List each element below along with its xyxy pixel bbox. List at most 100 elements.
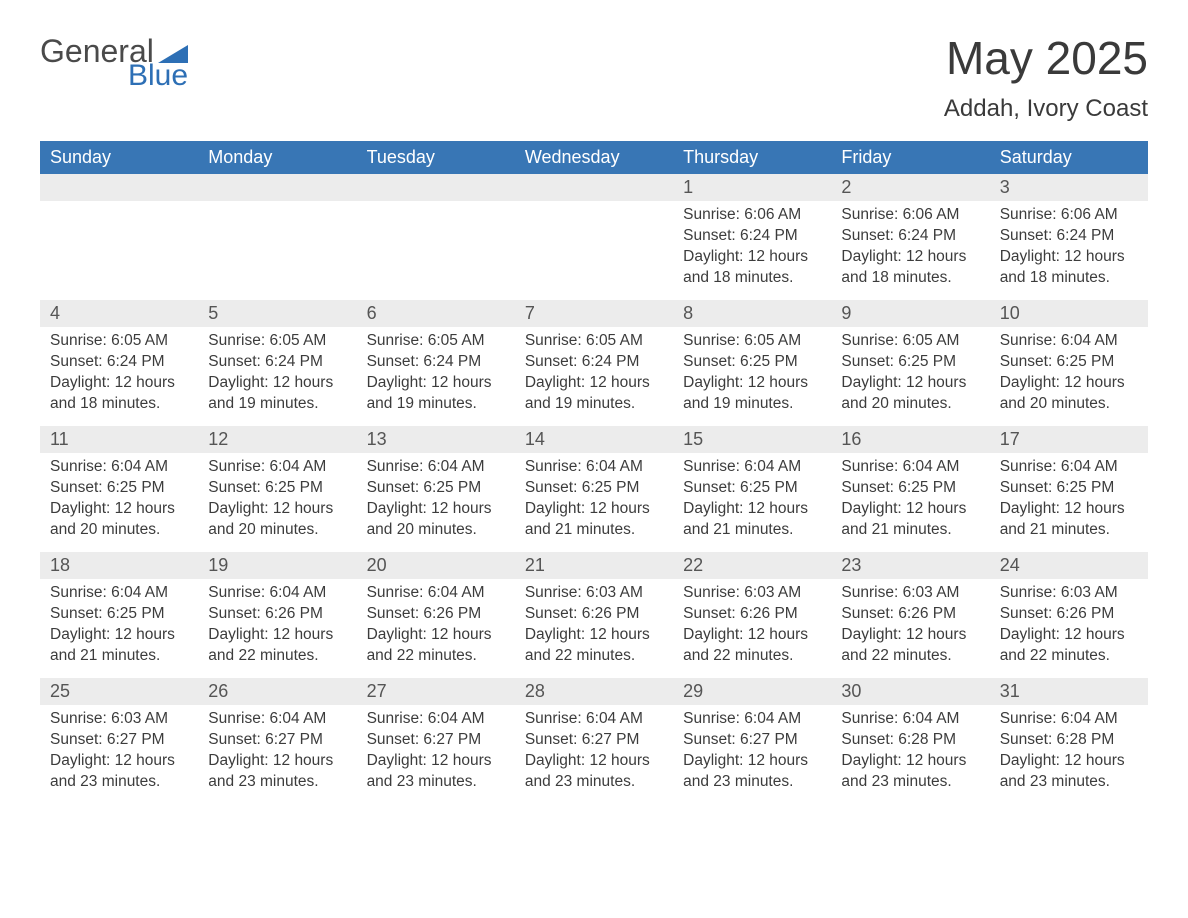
calendar-table: SundayMondayTuesdayWednesdayThursdayFrid… — [40, 141, 1148, 804]
daylight-line: Daylight: 12 hours and 18 minutes. — [1000, 247, 1138, 289]
day-cell: 17Sunrise: 6:04 AMSunset: 6:25 PMDayligh… — [990, 426, 1148, 552]
day-cell: 4Sunrise: 6:05 AMSunset: 6:24 PMDaylight… — [40, 300, 198, 426]
daylight-line: Daylight: 12 hours and 20 minutes. — [367, 499, 505, 541]
daylight-line: Daylight: 12 hours and 19 minutes. — [525, 373, 663, 415]
sunset-line: Sunset: 6:25 PM — [1000, 478, 1138, 499]
sunrise-line: Sunrise: 6:05 AM — [50, 331, 188, 352]
sunset-line: Sunset: 6:25 PM — [683, 352, 821, 373]
day-cell: 7Sunrise: 6:05 AMSunset: 6:24 PMDaylight… — [515, 300, 673, 426]
day-number: 4 — [40, 300, 198, 327]
day-cell: 12Sunrise: 6:04 AMSunset: 6:25 PMDayligh… — [198, 426, 356, 552]
sunset-line: Sunset: 6:26 PM — [841, 604, 979, 625]
sunset-line: Sunset: 6:27 PM — [208, 730, 346, 751]
day-body: Sunrise: 6:04 AMSunset: 6:26 PMDaylight:… — [357, 579, 515, 675]
day-body: Sunrise: 6:06 AMSunset: 6:24 PMDaylight:… — [673, 201, 831, 297]
weekday-header: Tuesday — [357, 141, 515, 174]
sunset-line: Sunset: 6:25 PM — [50, 604, 188, 625]
sunset-line: Sunset: 6:26 PM — [367, 604, 505, 625]
weekday-header: Friday — [831, 141, 989, 174]
day-number: 26 — [198, 678, 356, 705]
day-number: 28 — [515, 678, 673, 705]
daylight-line: Daylight: 12 hours and 21 minutes. — [525, 499, 663, 541]
sunrise-line: Sunrise: 6:04 AM — [367, 709, 505, 730]
daylight-line: Daylight: 12 hours and 23 minutes. — [50, 751, 188, 793]
day-body: Sunrise: 6:05 AMSunset: 6:24 PMDaylight:… — [198, 327, 356, 423]
sunrise-line: Sunrise: 6:04 AM — [525, 709, 663, 730]
sunset-line: Sunset: 6:25 PM — [841, 478, 979, 499]
day-body: Sunrise: 6:04 AMSunset: 6:25 PMDaylight:… — [990, 327, 1148, 423]
day-body: Sunrise: 6:04 AMSunset: 6:27 PMDaylight:… — [357, 705, 515, 801]
day-cell: 15Sunrise: 6:04 AMSunset: 6:25 PMDayligh… — [673, 426, 831, 552]
daylight-line: Daylight: 12 hours and 22 minutes. — [841, 625, 979, 667]
sunrise-line: Sunrise: 6:05 AM — [525, 331, 663, 352]
day-body: Sunrise: 6:06 AMSunset: 6:24 PMDaylight:… — [990, 201, 1148, 297]
daylight-line: Daylight: 12 hours and 21 minutes. — [1000, 499, 1138, 541]
day-number: 11 — [40, 426, 198, 453]
daylight-line: Daylight: 12 hours and 19 minutes. — [208, 373, 346, 415]
daylight-line: Daylight: 12 hours and 23 minutes. — [683, 751, 821, 793]
day-cell: 27Sunrise: 6:04 AMSunset: 6:27 PMDayligh… — [357, 678, 515, 804]
day-cell: 13 Sunrise: 6:04 AMSunset: 6:25 PMDayligh… — [357, 426, 515, 552]
sunrise-line: Sunrise: 6:04 AM — [841, 457, 979, 478]
day-cell: 25Sunrise: 6:03 AMSunset: 6:27 PMDayligh… — [40, 678, 198, 804]
day-body: Sunrise: 6:03 AMSunset: 6:26 PMDaylight:… — [831, 579, 989, 675]
day-number: 14 — [515, 426, 673, 453]
daylight-line: Daylight: 12 hours and 18 minutes. — [683, 247, 821, 289]
sunrise-line: Sunrise: 6:05 AM — [367, 331, 505, 352]
day-number: 18 — [40, 552, 198, 579]
sunrise-line: Sunrise: 6:03 AM — [683, 583, 821, 604]
daylight-line: Daylight: 12 hours and 22 minutes. — [683, 625, 821, 667]
day-number: 30 — [831, 678, 989, 705]
sunset-line: Sunset: 6:26 PM — [1000, 604, 1138, 625]
day-cell: 31Sunrise: 6:04 AMSunset: 6:28 PMDayligh… — [990, 678, 1148, 804]
sunrise-line: Sunrise: 6:04 AM — [683, 709, 821, 730]
day-number: 13 — [357, 426, 515, 453]
sunrise-line: Sunrise: 6:06 AM — [841, 205, 979, 226]
day-cell: 18Sunrise: 6:04 AMSunset: 6:25 PMDayligh… — [40, 552, 198, 678]
logo-text-blue: Blue — [128, 61, 188, 91]
day-number: 3 — [990, 174, 1148, 201]
sunrise-line: Sunrise: 6:05 AM — [208, 331, 346, 352]
sunrise-line: Sunrise: 6:03 AM — [1000, 583, 1138, 604]
day-cell: 11Sunrise: 6:04 AMSunset: 6:25 PMDayligh… — [40, 426, 198, 552]
day-number: 16 — [831, 426, 989, 453]
day-number: 2 — [831, 174, 989, 201]
daylight-line: Daylight: 12 hours and 18 minutes. — [50, 373, 188, 415]
day-body: Sunrise: 6:05 AMSunset: 6:25 PMDaylight:… — [673, 327, 831, 423]
day-number: 25 — [40, 678, 198, 705]
location-label: Addah, Ivory Coast — [944, 95, 1148, 123]
day-body: Sunrise: 6:04 AMSunset: 6:25 PMDaylight:… — [198, 453, 356, 549]
sunrise-line: Sunrise: 6:04 AM — [367, 457, 505, 478]
sunrise-line: Sunrise: 6:04 AM — [367, 583, 505, 604]
day-cell: 29Sunrise: 6:04 AMSunset: 6:27 PMDayligh… — [673, 678, 831, 804]
day-body: Sunrise: 6:04 AMSunset: 6:28 PMDaylight:… — [831, 705, 989, 801]
daylight-line: Daylight: 12 hours and 22 minutes. — [1000, 625, 1138, 667]
day-body: Sunrise: 6:04 AMSunset: 6:25 PMDaylight:… — [990, 453, 1148, 549]
day-number: 12 — [198, 426, 356, 453]
daylight-line: Daylight: 12 hours and 20 minutes. — [50, 499, 188, 541]
sunset-line: Sunset: 6:24 PM — [367, 352, 505, 373]
day-body: Sunrise: 6:05 AMSunset: 6:24 PMDaylight:… — [40, 327, 198, 423]
empty-day-cell — [198, 174, 356, 300]
day-body: Sunrise: 6:04 AMSunset: 6:25 PMDaylight:… — [673, 453, 831, 549]
day-cell: 8Sunrise: 6:05 AMSunset: 6:25 PMDaylight… — [673, 300, 831, 426]
daylight-line: Daylight: 12 hours and 23 minutes. — [525, 751, 663, 793]
day-number: 19 — [198, 552, 356, 579]
day-cell: 14Sunrise: 6:04 AMSunset: 6:25 PMDayligh… — [515, 426, 673, 552]
title-block: May 2025 Addah, Ivory Coast — [944, 35, 1148, 123]
day-number: 27 — [357, 678, 515, 705]
daylight-line: Daylight: 12 hours and 21 minutes. — [50, 625, 188, 667]
day-number: 22 — [673, 552, 831, 579]
day-body: Sunrise: 6:03 AMSunset: 6:26 PMDaylight:… — [990, 579, 1148, 675]
day-cell: 3Sunrise: 6:06 AMSunset: 6:24 PMDaylight… — [990, 174, 1148, 300]
daylight-line: Daylight: 12 hours and 20 minutes. — [208, 499, 346, 541]
sunrise-line: Sunrise: 6:06 AM — [683, 205, 821, 226]
day-body: Sunrise: 6:04 AMSunset: 6:25 PMDaylight:… — [515, 453, 673, 549]
sunrise-line: Sunrise: 6:03 AM — [841, 583, 979, 604]
sunset-line: Sunset: 6:25 PM — [367, 478, 505, 499]
month-title: May 2025 — [944, 35, 1148, 81]
day-cell: 9Sunrise: 6:05 AMSunset: 6:25 PMDaylight… — [831, 300, 989, 426]
day-number: 10 — [990, 300, 1148, 327]
day-number: 21 — [515, 552, 673, 579]
day-number: 5 — [198, 300, 356, 327]
